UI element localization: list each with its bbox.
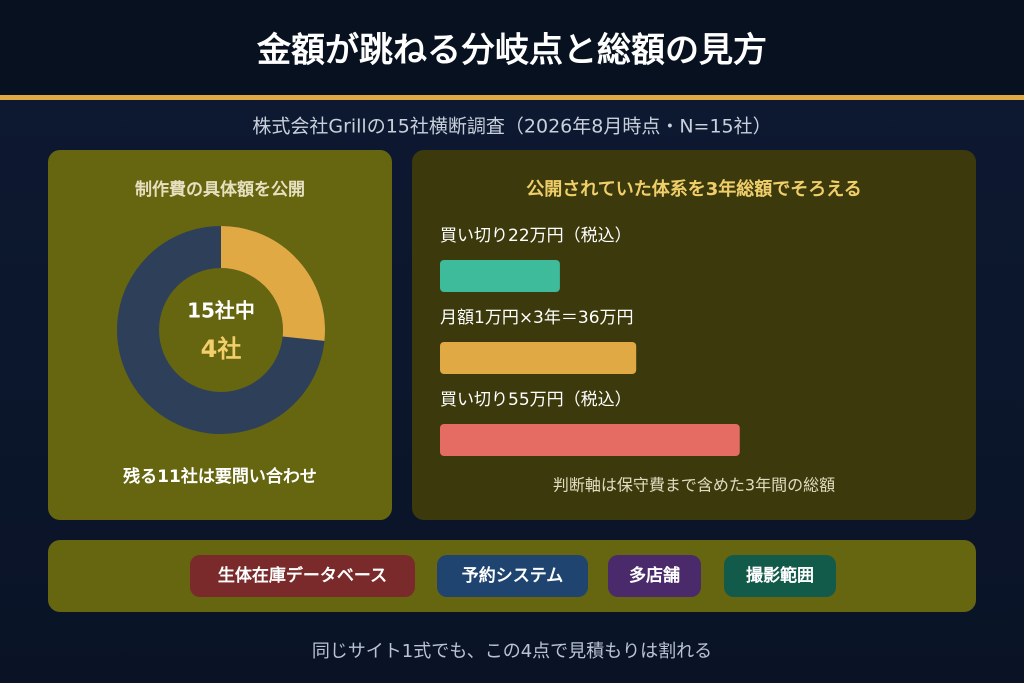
tag-pill (437, 555, 588, 597)
panel-note: 判断軸は保守費まで含めた3年間の総額 (553, 476, 835, 495)
subtitle: 株式会社Grillの15社横断調査（2026年8月時点・N=15社） (252, 116, 771, 138)
footer: 同じサイト1式でも、この4点で見積もりは割れる (312, 641, 712, 662)
tag-label: 多店舗 (629, 565, 680, 586)
bar-label: 買い切り55万円（税込） (440, 390, 632, 410)
bar-label: 月額1万円×3年＝36万円 (440, 308, 634, 328)
bar (440, 342, 637, 374)
tag-group: 生体在庫データベース 予約システム 多店舗 撮影範囲 (190, 555, 836, 597)
bar (440, 424, 740, 456)
tag-label: 予約システム (462, 565, 564, 586)
donut-center-top: 15社中 (187, 299, 255, 323)
header-rule (0, 95, 1024, 100)
title: 金額が跳ねる分岐点と総額の見方 (256, 31, 767, 71)
tag-label: 撮影範囲 (746, 565, 814, 586)
panel-title: 公開されていた体系を3年総額でそろえる (526, 178, 861, 200)
tag-pill (190, 555, 415, 597)
tag-label: 生体在庫データベース (218, 565, 387, 586)
donut-part (117, 226, 325, 434)
header-band (0, 0, 1024, 95)
panel-title: 制作費の具体額を公開 (135, 179, 305, 200)
right-panel (412, 150, 976, 520)
panel-note: 残る11社は要問い合わせ (123, 466, 317, 487)
donut (117, 226, 325, 434)
donut-center-bottom: 4社 (201, 335, 242, 363)
bar-label: 買い切り22万円（税込） (440, 226, 632, 246)
tag-pill (724, 555, 836, 597)
bar (440, 260, 560, 292)
left-panel (48, 150, 392, 520)
tag-pill (608, 555, 701, 597)
